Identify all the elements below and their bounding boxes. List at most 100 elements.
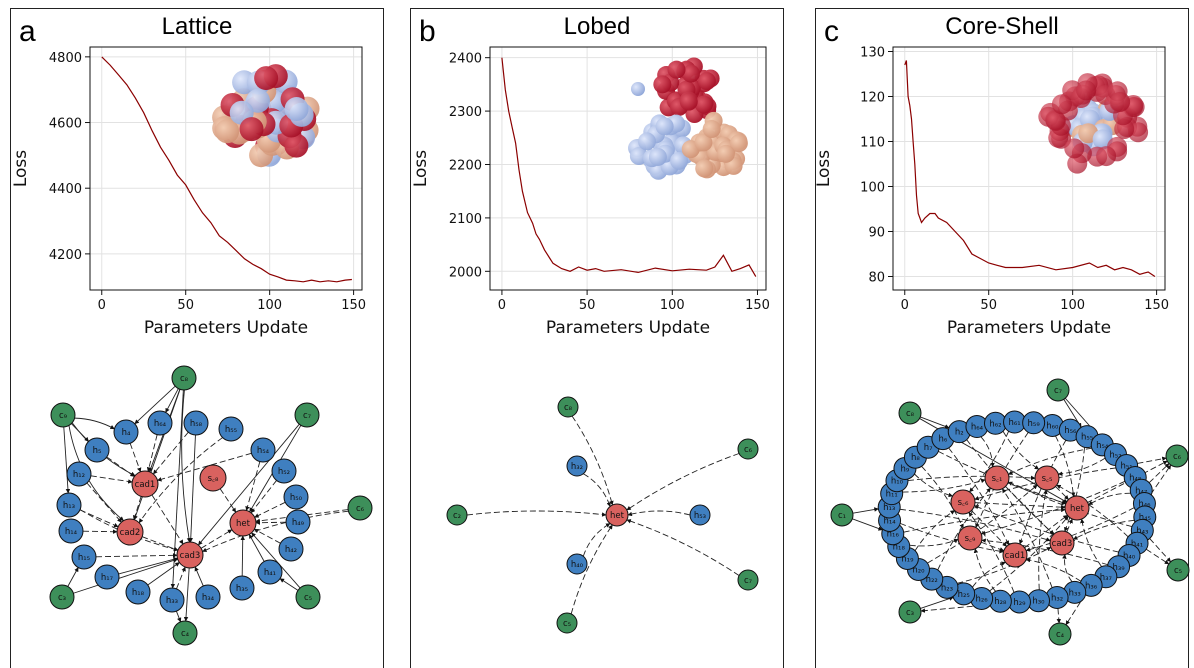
node-label: c₅ [1174,566,1182,576]
node-label: h₅₅ [1081,433,1093,443]
edge-sc1-cad3 [1005,486,1053,534]
edge-h49-het [256,522,286,523]
edge-sc9-cad1 [981,542,1004,551]
graph-node-c7: c₇ [738,570,758,590]
particle [649,148,667,166]
edge-cad3-c4 [186,568,189,621]
y-tick-label: 2300 [449,105,482,120]
node-label: h₁₂ [73,470,85,480]
edge-ring-4 [1058,458,1105,474]
edge-c1-ring28 [852,519,882,530]
y-tick-label: 120 [860,91,885,106]
y-tick-label: 4200 [49,248,82,263]
node-label: h₆₁ [1008,418,1020,428]
x-axis-label: Parameters Update [546,318,710,338]
particle [656,117,674,135]
edge-h18-cad3 [148,563,180,586]
node-label: c₆ [744,445,753,455]
x-tick-label: 50 [579,298,596,313]
node-label: s꜀₅ [1042,474,1053,484]
edge-ring-18 [1039,490,1046,590]
particle [703,120,721,138]
graph-node-ring41: h₅₉ [1023,412,1045,434]
edge-c8-cad3 [182,390,190,542]
node-label: h₂₅ [958,590,970,600]
node-label: h₄₉ [292,518,305,528]
graph-node-c6: c₆ [348,496,372,520]
graph-node-c4: c₄ [173,621,197,645]
node-label: c₂ [453,511,461,521]
graph-node-c5: c₅ [1167,559,1189,581]
x-tick-label: 100 [257,298,282,313]
node-label: h₆₄ [154,419,167,429]
node-label: h₃₃ [1069,588,1081,598]
particle [1076,80,1096,100]
particle [698,72,716,90]
node-label: h₆ [938,435,947,445]
node-label: h₁₅ [78,553,90,563]
graph-node-h52: h₅₂ [272,459,296,483]
graph-node-c6: c₆ [1166,445,1188,467]
graph-node-h50: h₅₀ [284,485,308,509]
x-tick-label: 50 [177,298,194,313]
node-label: c₉ [59,411,68,421]
node-label: s꜀₁ [992,474,1003,484]
node-label: h₆₂ [989,419,1001,429]
graph-node-sc8: s꜀₈ [200,465,226,491]
graph-node-c6: c₆ [738,439,758,459]
node-label: h₆₀ [1046,422,1059,432]
x-tick-label: 0 [901,298,909,313]
edge-ring-38 [981,437,993,467]
node-label: h₈ [911,453,920,463]
y-tick-label: 2000 [449,265,482,280]
edge-ring-22 [972,562,1005,587]
node-label: h₄ [122,428,131,438]
y-tick-label: 4800 [49,51,82,66]
edge-sc8-het [220,489,236,512]
graph-node-cad1: cad1 [132,471,158,497]
edge-h15-cad3 [96,555,177,557]
edge-ring-15 [1026,559,1081,581]
edge-ring-0 [1056,436,1074,496]
edge-ring-1 [1020,440,1066,544]
node-label: h₅₆ [1064,426,1077,436]
edge-c6-cad3 [203,511,349,551]
edge-h50-het [255,502,286,517]
edge-c8-cad2 [134,389,180,519]
y-tick-label: 4400 [49,182,82,197]
edge-c9-h13 [64,427,68,493]
node-label: c₁ [838,511,846,521]
graph-node-het: het [230,510,256,536]
node-label: h₇ [924,443,933,453]
graph-node-cad3: cad3 [1050,531,1074,555]
node-label: c₈ [564,403,573,413]
graph-node-h41: h₄₁ [258,560,282,584]
node-label: h₃₃ [166,596,178,606]
graph-node-c3: c₃ [50,585,74,609]
node-label: c₃ [906,608,914,618]
graph-node-h34: h₃₄ [196,585,220,609]
edge-c7-het [627,520,739,576]
y-tick-label: 110 [860,136,885,151]
graph-node-h35: h₃₅ [230,576,254,600]
node-label: h₅₄ [257,446,270,456]
edge-h33-cad3 [176,567,185,589]
graph-node-c7: c₇ [1047,379,1069,401]
node-label: het [1070,504,1085,514]
node-label: h₄₀ [571,560,584,570]
node-label: h₃₂ [571,462,583,472]
particle [1064,138,1084,158]
graph-node-h55: h₅₅ [219,417,243,441]
y-tick-label: 130 [860,46,885,61]
graph-node-c8: c₈ [172,366,196,390]
node-label: h₂ [955,428,964,438]
x-tick-label: 100 [660,298,685,313]
edge-h14-cad2 [83,531,117,532]
graph-node-h40: h₄₀ [567,554,587,574]
edge-c8-ring37 [920,417,949,428]
edge-h12-cad1 [91,476,132,482]
edge-h58-cad1 [153,432,188,474]
edge-ring-13 [982,540,1108,564]
